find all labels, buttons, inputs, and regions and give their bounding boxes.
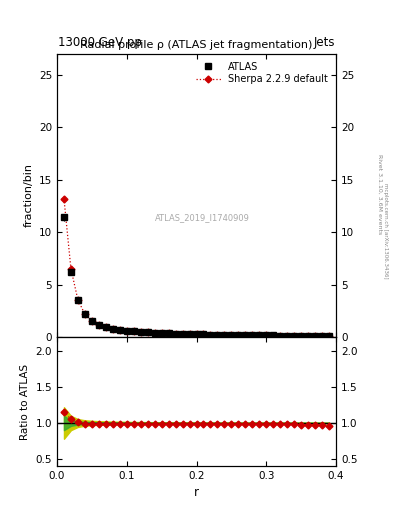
Text: ATLAS_2019_I1740909: ATLAS_2019_I1740909 <box>154 214 250 223</box>
Text: Rivet 3.1.10, 3.6M events: Rivet 3.1.10, 3.6M events <box>377 155 382 234</box>
Text: mcplots.cern.ch [arXiv:1306.3436]: mcplots.cern.ch [arXiv:1306.3436] <box>384 183 388 278</box>
X-axis label: r: r <box>194 486 199 499</box>
Text: Jets: Jets <box>313 36 335 49</box>
Text: 13000 GeV pp: 13000 GeV pp <box>58 36 142 49</box>
Title: Radial profile ρ (ATLAS jet fragmentation): Radial profile ρ (ATLAS jet fragmentatio… <box>80 40 313 50</box>
Legend: ATLAS, Sherpa 2.2.9 default: ATLAS, Sherpa 2.2.9 default <box>193 58 331 88</box>
Y-axis label: fraction/bin: fraction/bin <box>23 163 33 227</box>
Y-axis label: Ratio to ATLAS: Ratio to ATLAS <box>20 364 30 440</box>
